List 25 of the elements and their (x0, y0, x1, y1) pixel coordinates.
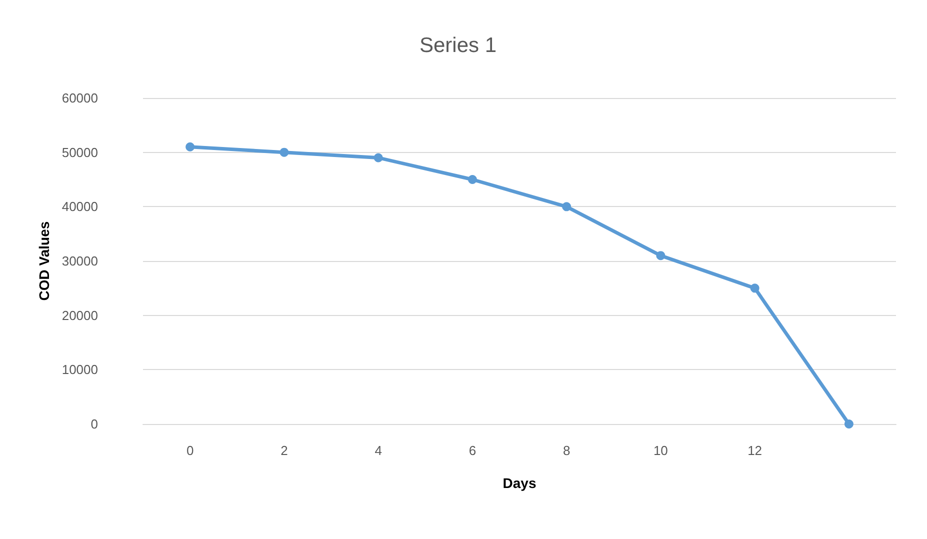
point (374, 153, 383, 162)
y-tick-label: 50000 (62, 144, 98, 160)
chart-title: Series 1 (419, 34, 497, 57)
x-tick-label: 8 (562, 443, 570, 458)
x-tick-label: 2 (280, 443, 288, 458)
x-tick-label: 12 (748, 443, 762, 458)
point (468, 175, 477, 184)
y-tick-label: 0 (90, 416, 98, 432)
point (280, 148, 289, 157)
y-tick-label: 10000 (62, 362, 98, 378)
point (750, 284, 760, 293)
point (186, 142, 195, 152)
x-tick-label: 6 (468, 443, 476, 458)
y-tick-label: 40000 (62, 199, 98, 214)
x-tick-label: 10 (653, 443, 668, 458)
x-axis-title: Days (502, 475, 536, 491)
point (844, 420, 854, 428)
y-axis-title: COD Values (36, 221, 52, 301)
y-tick-label: 60000 (62, 90, 98, 106)
x-tick-label: 4 (374, 443, 382, 458)
y-tick-label: 30000 (62, 254, 98, 268)
x-tick-label: 0 (186, 443, 194, 458)
y-tick-label: 20000 (62, 308, 98, 323)
point (656, 251, 666, 260)
point (562, 202, 572, 212)
